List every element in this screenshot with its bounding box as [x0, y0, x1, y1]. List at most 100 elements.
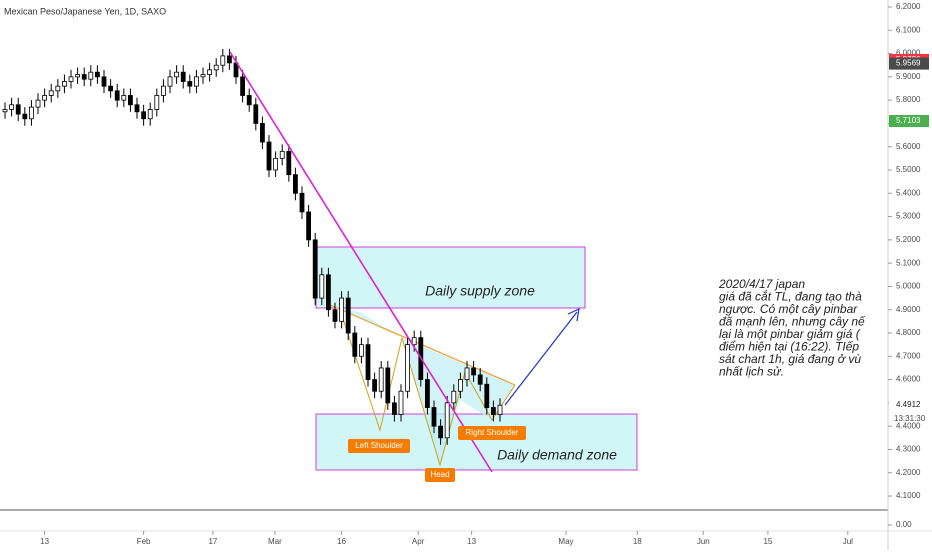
- tag-box: [348, 439, 410, 453]
- y-tick-label: 5.5000: [896, 165, 921, 174]
- candle-body: [477, 374, 483, 385]
- supply-zone: [315, 246, 586, 309]
- candle-body: [273, 157, 279, 171]
- candle-body: [55, 85, 61, 92]
- tag-box: [425, 468, 455, 482]
- price-label-box: [889, 398, 929, 411]
- price-label-box: [889, 57, 929, 70]
- candle-body: [253, 104, 259, 124]
- candle-body: [101, 76, 107, 87]
- candle-body: [425, 379, 430, 408]
- note-line: giá đã cắt TL, đang tạo thà: [719, 289, 862, 304]
- candle-body: [458, 379, 463, 392]
- x-tick-label: Feb: [137, 537, 151, 546]
- price-label: 5.7103: [896, 116, 921, 125]
- candle-body: [405, 344, 411, 392]
- candle-body: [471, 367, 477, 376]
- candle-body: [359, 344, 364, 357]
- candle-body: [22, 113, 28, 120]
- candle-body: [187, 81, 193, 87]
- candle-body: [227, 55, 232, 64]
- candle-body: [88, 71, 94, 80]
- candle-body: [62, 81, 67, 87]
- candle-body: [68, 76, 74, 82]
- note-line: 2020/4/17 japan: [718, 277, 805, 291]
- candle-body: [141, 111, 147, 120]
- candle-body: [220, 55, 226, 66]
- note-line: nhất lịch sử.: [719, 365, 784, 379]
- candle-body: [42, 95, 48, 101]
- candle-body: [108, 85, 114, 92]
- candle-body: [174, 71, 180, 78]
- y-tick-label: 4.6000: [896, 375, 921, 384]
- x-tick-label: 16: [337, 537, 346, 546]
- x-tick-label: May: [558, 537, 573, 546]
- y-tick-label: 5.8000: [896, 95, 921, 104]
- drawings: [315, 246, 638, 471]
- y-tick-label: 4.7000: [896, 351, 921, 360]
- trend-line: [229, 51, 493, 473]
- y-tick-label: 5.2000: [896, 235, 921, 244]
- y-tick-label: 5.3000: [896, 212, 921, 221]
- candle-body: [194, 76, 199, 87]
- candle-body: [180, 71, 186, 82]
- candle-body: [398, 390, 404, 415]
- x-tick-label: 13: [40, 537, 49, 546]
- x-tick-label: Jun: [697, 537, 710, 546]
- candle-body: [306, 211, 312, 241]
- x-tick-label: Jul: [843, 537, 853, 546]
- candle-body: [9, 104, 15, 110]
- x-tick-label: Apr: [412, 537, 425, 546]
- y-tick-label: 4.1000: [896, 491, 921, 500]
- overlays: Daily supply zone Daily demand zone Left…: [4, 6, 866, 482]
- candle-body: [352, 332, 358, 357]
- y-tick-label: 5.1000: [896, 258, 921, 267]
- candle-body: [345, 297, 351, 334]
- supply-label: Daily supply zone: [425, 283, 535, 299]
- candle-body: [293, 174, 298, 194]
- candle-body: [81, 74, 87, 80]
- head-label: Head: [430, 470, 449, 479]
- candle-body: [378, 367, 384, 392]
- candle-body: [35, 99, 41, 108]
- candle-body: [497, 404, 503, 415]
- candle-body: [29, 106, 34, 120]
- y-tick-label: 4.3000: [896, 445, 921, 454]
- y-tick-label: 5.6000: [896, 142, 921, 151]
- candle-body: [213, 64, 219, 71]
- candles: [2, 48, 503, 445]
- candle-body: [167, 76, 173, 87]
- candle-body: [372, 379, 378, 392]
- candle-body: [114, 90, 120, 101]
- candle-body: [266, 141, 272, 171]
- note-line: đã mạnh lên, nhưng cây nế: [719, 315, 866, 329]
- y-tick-label: 5.4000: [896, 188, 921, 197]
- note-line: lại là một pinbar giảm giá (: [719, 327, 862, 341]
- candle-body: [385, 367, 391, 404]
- x-tick-label: 17: [208, 537, 217, 546]
- price-label: 4.4912: [896, 400, 921, 409]
- left-shoulder-label: Left Shoulder: [355, 441, 403, 450]
- y-tick-label: 6.1000: [896, 25, 921, 34]
- right-shoulder-label: Right Shoulder: [466, 428, 519, 437]
- arrow: [504, 311, 578, 406]
- candle-body: [154, 95, 160, 110]
- y-tick-label: 0.00: [896, 520, 912, 529]
- candle-body: [392, 402, 397, 415]
- x-tick-label: 15: [763, 537, 772, 546]
- candle-body: [2, 109, 8, 113]
- candle-body: [279, 150, 285, 159]
- countdown: 13:31:30: [894, 414, 926, 423]
- candle-body: [147, 109, 153, 120]
- candle-body: [240, 76, 246, 96]
- price-label: 5.9569: [896, 59, 921, 68]
- candle-body: [260, 123, 265, 143]
- tag-box: [458, 426, 526, 440]
- x-tick-label: Mar: [268, 537, 282, 546]
- y-tick-label: 6.0000: [896, 49, 921, 58]
- note-line: ngược. Có một cây pinbar: [719, 302, 858, 316]
- y-tick-label: 6.2000: [896, 2, 921, 11]
- candle-body: [95, 71, 100, 78]
